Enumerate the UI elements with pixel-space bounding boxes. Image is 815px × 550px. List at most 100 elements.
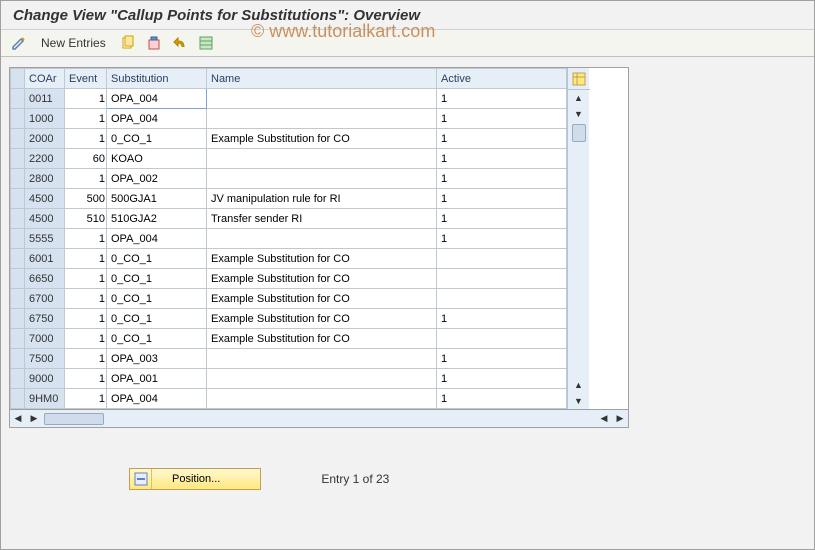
cell-coar[interactable]: 4500 xyxy=(25,209,65,229)
row-selector[interactable] xyxy=(11,349,25,369)
copy-icon[interactable] xyxy=(118,34,138,52)
table-row[interactable]: 600110_CO_1Example Substitution for CO xyxy=(11,249,567,269)
table-row[interactable]: 55551OPA_0041 xyxy=(11,229,567,249)
col-selector[interactable] xyxy=(11,69,25,89)
cell-coar[interactable]: 2800 xyxy=(25,169,65,189)
cell-coar[interactable]: 6001 xyxy=(25,249,65,269)
cell-name[interactable] xyxy=(207,229,437,249)
hscroll-right-icon[interactable]: ▶ xyxy=(612,411,628,427)
cell-substitution[interactable]: OPA_004 xyxy=(107,109,207,129)
cell-event[interactable]: 1 xyxy=(65,89,107,109)
table-row[interactable]: 10001OPA_0041 xyxy=(11,109,567,129)
col-coar[interactable]: COAr xyxy=(25,69,65,89)
cell-name[interactable] xyxy=(207,389,437,409)
cell-coar[interactable]: 6700 xyxy=(25,289,65,309)
row-selector[interactable] xyxy=(11,289,25,309)
undo-icon[interactable] xyxy=(170,34,190,52)
table-row[interactable]: 4500510510GJA2Transfer sender RI1 xyxy=(11,209,567,229)
cell-active[interactable]: 1 xyxy=(437,169,567,189)
scroll-down-small-icon[interactable]: ▼ xyxy=(569,106,589,122)
cell-coar[interactable]: 7000 xyxy=(25,329,65,349)
cell-substitution[interactable]: OPA_003 xyxy=(107,349,207,369)
row-selector[interactable] xyxy=(11,109,25,129)
scroll-down-icon[interactable]: ▼ xyxy=(569,393,589,409)
cell-substitution[interactable]: 0_CO_1 xyxy=(107,129,207,149)
cell-active[interactable] xyxy=(437,329,567,349)
cell-event[interactable]: 1 xyxy=(65,249,107,269)
row-selector[interactable] xyxy=(11,89,25,109)
scroll-up-bottom-icon[interactable]: ▲ xyxy=(569,377,589,393)
select-all-icon[interactable] xyxy=(196,34,216,52)
cell-name[interactable]: Example Substitution for CO xyxy=(207,289,437,309)
table-row[interactable]: 9HM01OPA_0041 xyxy=(11,389,567,409)
cell-name[interactable] xyxy=(207,349,437,369)
cell-active[interactable]: 1 xyxy=(437,369,567,389)
cell-coar[interactable]: 6650 xyxy=(25,269,65,289)
hscroll-left-end-icon[interactable]: ◀ xyxy=(596,411,612,427)
cell-substitution[interactable]: OPA_002 xyxy=(107,169,207,189)
cell-event[interactable]: 1 xyxy=(65,289,107,309)
table-settings-icon[interactable] xyxy=(568,68,590,90)
cell-coar[interactable]: 0011 xyxy=(25,89,65,109)
row-selector[interactable] xyxy=(11,129,25,149)
hscroll-right-small-icon[interactable]: ▶ xyxy=(26,411,42,427)
cell-substitution[interactable]: 0_CO_1 xyxy=(107,269,207,289)
cell-name[interactable]: Example Substitution for CO xyxy=(207,269,437,289)
cell-name[interactable]: Example Substitution for CO xyxy=(207,309,437,329)
cell-active[interactable]: 1 xyxy=(437,109,567,129)
cell-active[interactable]: 1 xyxy=(437,349,567,369)
table-row[interactable]: 90001OPA_0011 xyxy=(11,369,567,389)
table-row[interactable]: 665010_CO_1Example Substitution for CO xyxy=(11,269,567,289)
cell-substitution[interactable]: OPA_004 xyxy=(107,389,207,409)
cell-active[interactable]: 1 xyxy=(437,389,567,409)
cell-event[interactable]: 1 xyxy=(65,169,107,189)
cell-name[interactable]: Transfer sender RI xyxy=(207,209,437,229)
cell-active[interactable]: 1 xyxy=(437,129,567,149)
row-selector[interactable] xyxy=(11,189,25,209)
row-selector[interactable] xyxy=(11,149,25,169)
row-selector[interactable] xyxy=(11,269,25,289)
table-row[interactable]: 675010_CO_1Example Substitution for CO1 xyxy=(11,309,567,329)
row-selector[interactable] xyxy=(11,329,25,349)
scroll-up-icon[interactable]: ▲ xyxy=(569,90,589,106)
cell-name[interactable] xyxy=(207,109,437,129)
cell-coar[interactable]: 5555 xyxy=(25,229,65,249)
row-selector[interactable] xyxy=(11,309,25,329)
toggle-change-icon[interactable] xyxy=(9,34,29,52)
cell-event[interactable]: 60 xyxy=(65,149,107,169)
cell-active[interactable] xyxy=(437,269,567,289)
col-substitution[interactable]: Substitution xyxy=(107,69,207,89)
table-row[interactable]: 75001OPA_0031 xyxy=(11,349,567,369)
table-row[interactable]: 4500500500GJA1JV manipulation rule for R… xyxy=(11,189,567,209)
cell-active[interactable]: 1 xyxy=(437,309,567,329)
cell-substitution[interactable]: 0_CO_1 xyxy=(107,309,207,329)
cell-substitution[interactable]: OPA_004 xyxy=(107,89,207,109)
cell-active[interactable]: 1 xyxy=(437,89,567,109)
cell-event[interactable]: 1 xyxy=(65,389,107,409)
cell-coar[interactable]: 4500 xyxy=(25,189,65,209)
col-active[interactable]: Active xyxy=(437,69,567,89)
cell-active[interactable]: 1 xyxy=(437,229,567,249)
row-selector[interactable] xyxy=(11,249,25,269)
cell-substitution[interactable]: 500GJA1 xyxy=(107,189,207,209)
cell-coar[interactable]: 1000 xyxy=(25,109,65,129)
position-button[interactable]: Position... xyxy=(129,468,261,490)
cell-substitution[interactable]: OPA_001 xyxy=(107,369,207,389)
cell-event[interactable]: 1 xyxy=(65,109,107,129)
row-selector[interactable] xyxy=(11,209,25,229)
table-row[interactable]: 220060KOAO1 xyxy=(11,149,567,169)
cell-active[interactable] xyxy=(437,249,567,269)
cell-event[interactable]: 1 xyxy=(65,309,107,329)
scroll-thumb[interactable] xyxy=(572,124,586,142)
hscroll-left-icon[interactable]: ◀ xyxy=(10,411,26,427)
cell-coar[interactable]: 2200 xyxy=(25,149,65,169)
cell-event[interactable]: 1 xyxy=(65,369,107,389)
cell-coar[interactable]: 9000 xyxy=(25,369,65,389)
table-row[interactable]: 00111OPA_0041 xyxy=(11,89,567,109)
cell-name[interactable] xyxy=(207,169,437,189)
cell-event[interactable]: 510 xyxy=(65,209,107,229)
cell-name[interactable]: Example Substitution for CO xyxy=(207,129,437,149)
row-selector[interactable] xyxy=(11,229,25,249)
cell-coar[interactable]: 2000 xyxy=(25,129,65,149)
cell-name[interactable] xyxy=(207,89,437,109)
